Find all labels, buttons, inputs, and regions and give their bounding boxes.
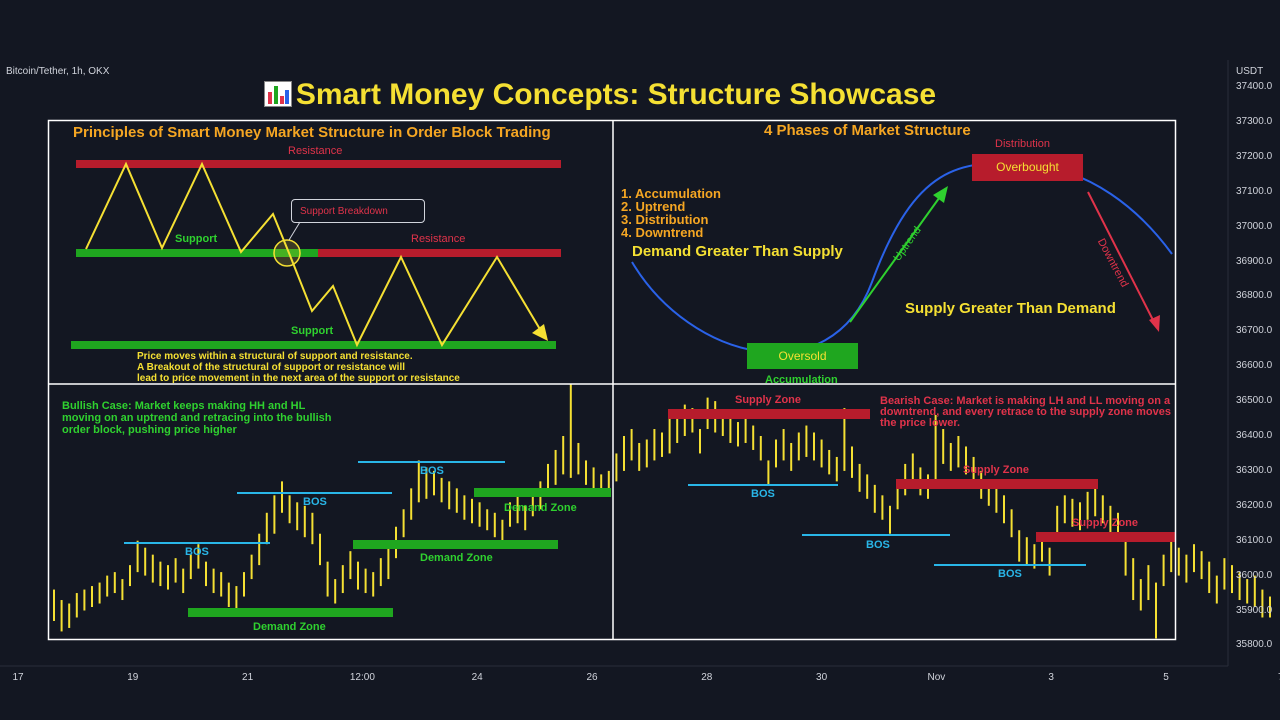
structure-arrowhead (532, 324, 548, 341)
bear-bos-label-3: BOS (998, 568, 1022, 580)
demand-zone-3 (474, 488, 611, 497)
uptrend-arrowhead (933, 186, 948, 203)
supply-zone-label-2: Supply Zone (963, 464, 1029, 476)
x-tick-label: 24 (471, 672, 483, 683)
currency-label: USDT (1236, 66, 1264, 77)
bearish-note: Bearish Case: Market is making LH and LL… (880, 395, 1171, 429)
phase-item-2: 2. Uptrend (621, 199, 686, 214)
y-tick-label: 37200.0 (1236, 150, 1273, 162)
downtrend-arrowhead (1149, 315, 1160, 332)
downtrend-arrow (1087, 191, 1156, 325)
supply-greater-text: Supply Greater Than Demand (905, 300, 1116, 317)
y-tick-label: 37100.0 (1236, 185, 1273, 197)
phase-item-3: 3. Distribution (621, 212, 709, 227)
resistance-mid-label: Resistance (411, 233, 466, 245)
y-tick-label: 36000.0 (1236, 569, 1273, 581)
supply-zone-2 (896, 479, 1098, 489)
y-tick-label: 36800.0 (1236, 290, 1273, 302)
bar-chart-icon (263, 81, 292, 107)
page-title: Smart Money Concepts: Structure Showcase (0, 78, 1200, 112)
demand-zone-2 (353, 540, 558, 549)
resistance-top-label: Resistance (288, 145, 343, 157)
structure-path (85, 161, 545, 348)
x-tick-label: 26 (586, 672, 598, 683)
y-tick-label: 36600.0 (1236, 360, 1273, 372)
x-tick-label: 5 (1163, 672, 1169, 683)
breakdown-circle (273, 239, 301, 267)
distribution-label: Distribution (995, 138, 1051, 150)
symbol-label[interactable]: Bitcoin/Tether, 1h, OKX (6, 66, 110, 77)
bear-bos-label-2: BOS (866, 539, 890, 551)
overbought-label: Overbought (996, 160, 1059, 174)
uptrend-arrow (849, 193, 943, 323)
y-tick-label: 37400.0 (1236, 81, 1273, 92)
demand-zone-1 (188, 608, 393, 617)
y-tick-label: 36900.0 (1236, 255, 1273, 267)
y-tick-label: 36400.0 (1236, 430, 1273, 441)
demand-zone-label-2: Demand Zone (420, 552, 493, 564)
x-tick-label: 3 (1048, 672, 1054, 683)
supply-zone-label-1: Supply Zone (735, 394, 801, 406)
bear-bos-label-1: BOS (751, 488, 775, 500)
y-tick-label: 37300.0 (1236, 115, 1273, 127)
x-tick-label: Nov (927, 672, 946, 683)
x-tick-label: 21 (242, 672, 254, 683)
bos-label-2: BOS (303, 496, 327, 508)
phases-title: 4 Phases of Market Structure (764, 122, 971, 139)
y-tick-label: 36100.0 (1236, 534, 1273, 546)
principles-note: Price moves within a structural of suppo… (137, 351, 460, 384)
y-tick-label: 36200.0 (1236, 499, 1273, 511)
supply-zone-3 (1036, 532, 1176, 542)
bullish-price-bars (53, 383, 610, 632)
resistance-zone-mid (318, 249, 561, 257)
y-tick-label: 35900.0 (1236, 604, 1273, 616)
oversold-label: Oversold (778, 349, 827, 363)
supply-zone-1 (668, 409, 870, 419)
support-zone-mid (76, 249, 318, 257)
y-tick-label: 35800.0 (1236, 639, 1273, 651)
x-tick-label: 17 (12, 672, 24, 683)
x-tick-label: 12:00 (349, 672, 375, 683)
demand-greater-text: Demand Greater Than Supply (632, 243, 843, 260)
bos-label-1: BOS (185, 546, 209, 558)
x-tick-label: 19 (127, 672, 139, 683)
y-tick-label: 36300.0 (1236, 464, 1273, 476)
x-tick-label: 30 (816, 672, 828, 683)
support-zone-bottom (71, 341, 556, 349)
market-cycle-curve (631, 162, 1173, 354)
principles-title: Principles of Smart Money Market Structu… (73, 124, 551, 141)
x-tick-label: 7 (1278, 672, 1280, 683)
bullish-note: Bullish Case: Market keeps making HH and… (62, 400, 332, 436)
panel-frame (47, 119, 1177, 641)
title-text: Smart Money Concepts: Structure Showcase (295, 78, 937, 111)
x-tick-label: 28 (701, 672, 713, 683)
support-mid-label: Support (175, 233, 218, 245)
phase-item-4: 4. Downtrend (621, 225, 704, 240)
oversold-zone (747, 343, 858, 369)
demand-zone-label-1: Demand Zone (253, 621, 326, 633)
support-breakdown-callout: Support Breakdown (291, 199, 425, 223)
overbought-zone (972, 154, 1083, 181)
bearish-price-bars (615, 397, 1271, 639)
accumulation-label: Accumulation (765, 374, 838, 386)
supply-zone-label-3: Supply Zone (1072, 517, 1138, 529)
y-tick-label: 37000.0 (1236, 220, 1273, 232)
demand-zone-label-3: Demand Zone (504, 502, 577, 514)
resistance-zone-top (76, 160, 561, 168)
bos-label-3: BOS (420, 465, 444, 477)
support-bottom-label: Support (291, 325, 334, 337)
y-tick-label: 36700.0 (1236, 325, 1273, 337)
phase-item-1: 1. Accumulation (621, 186, 721, 201)
y-tick-label: 36500.0 (1236, 395, 1273, 407)
callout-pointer (288, 221, 301, 241)
